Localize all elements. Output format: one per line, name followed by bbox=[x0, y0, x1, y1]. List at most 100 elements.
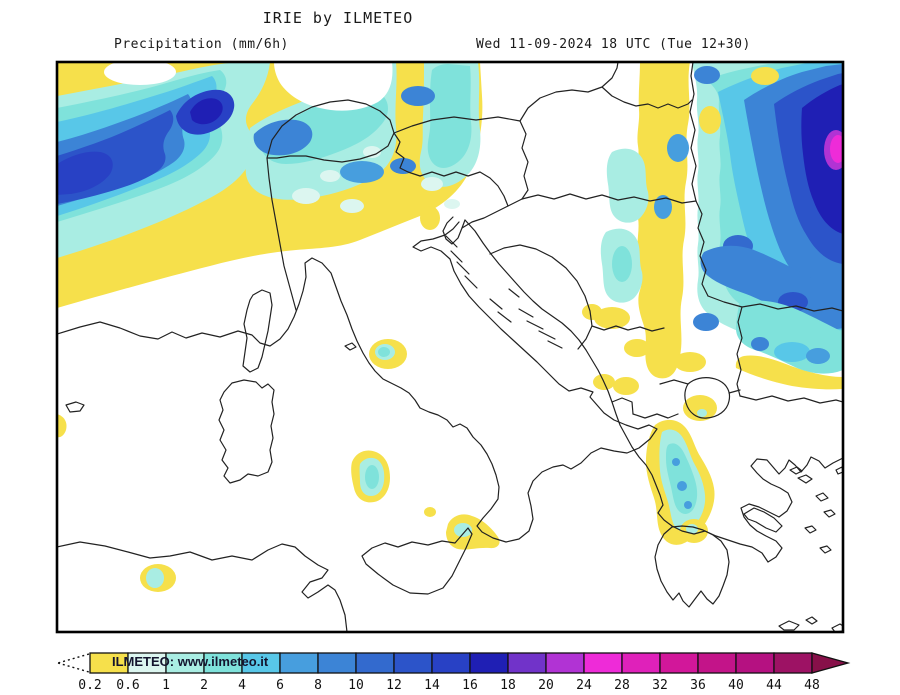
coastline-crete-islets bbox=[778, 620, 800, 631]
legend-tick-label: 18 bbox=[500, 678, 516, 693]
legend-cell-6 bbox=[317, 652, 357, 674]
border-albania-greece bbox=[632, 413, 679, 419]
islands-shape bbox=[450, 250, 463, 263]
coastline-italy-mainland bbox=[58, 221, 658, 543]
valid-time-label: Wed 11-09-2024 18 UTC (Tue 12+30) bbox=[476, 37, 751, 52]
islands-shape bbox=[526, 320, 544, 330]
border-serbia-east bbox=[591, 325, 665, 332]
map-frame bbox=[55, 60, 845, 634]
legend-tick-label: 8 bbox=[314, 678, 322, 693]
coastline-menorca bbox=[65, 401, 85, 413]
variable-label: Precipitation (mm/6h) bbox=[114, 37, 289, 52]
precip-italy-spots bbox=[58, 339, 500, 592]
coastline-corsica bbox=[242, 289, 273, 373]
precip-bulgaria-yellow-fringe bbox=[735, 355, 842, 390]
legend-cell-11 bbox=[507, 652, 547, 674]
precip-nw-system-shape bbox=[363, 146, 381, 158]
legend-tick-label: 16 bbox=[462, 678, 478, 693]
border-slovakia-hungary bbox=[601, 86, 693, 109]
border-bulgaria-greece bbox=[739, 395, 842, 404]
islands-shape bbox=[805, 616, 818, 625]
precip-east-system-shape bbox=[613, 377, 639, 395]
legend-tick-label: 36 bbox=[690, 678, 706, 693]
legend-tick-label: 44 bbox=[766, 678, 782, 693]
legend-tick-label: 0.2 bbox=[78, 678, 101, 693]
precip-gap-small bbox=[104, 63, 176, 85]
border-bosnia bbox=[489, 244, 593, 350]
precip-east-system-shape bbox=[612, 246, 632, 282]
precip-nw-system-shape bbox=[421, 177, 443, 191]
islands-shape bbox=[456, 261, 470, 275]
islands-shape bbox=[445, 235, 458, 248]
islands-shape bbox=[815, 492, 829, 502]
legend-cell-15 bbox=[659, 652, 699, 674]
precip-ne-sicily-yellow bbox=[446, 514, 500, 550]
precip-nealps-cyan-inner bbox=[427, 64, 472, 168]
precip-italy-spots-shape bbox=[146, 568, 164, 588]
page-title: IRIE by ILMETEO bbox=[262, 9, 414, 27]
precip-italy-spots-shape bbox=[378, 347, 390, 357]
precip-east-system-shape bbox=[774, 342, 810, 362]
precip-alps-blue-2 bbox=[340, 161, 384, 183]
islands-shape bbox=[835, 466, 842, 475]
islands-shape bbox=[464, 275, 478, 289]
border-slovenia-croatia bbox=[461, 198, 523, 229]
precip-trieste-yellow bbox=[420, 206, 440, 230]
border-serbia-macedonia bbox=[659, 379, 741, 394]
legend-cell-14 bbox=[621, 652, 661, 674]
islands-shape bbox=[804, 525, 817, 534]
legend-tick-label: 2 bbox=[200, 678, 208, 693]
legend-cell-8 bbox=[393, 652, 433, 674]
precip-italy-spots-shape bbox=[454, 523, 472, 537]
coastline-istria bbox=[442, 216, 466, 245]
legend-tick-label: 1 bbox=[162, 678, 170, 693]
islands-shape bbox=[819, 545, 832, 554]
precip-east-system-shape bbox=[594, 307, 630, 329]
legend-tick-label: 6 bbox=[276, 678, 284, 693]
legend-tick-label: 4 bbox=[238, 678, 246, 693]
legend-cell-13 bbox=[583, 652, 623, 674]
legend-below-min-upper bbox=[57, 653, 90, 664]
legend-overflow-arrow bbox=[811, 652, 851, 674]
border-hungary-south bbox=[521, 193, 697, 204]
precip-east-system-shape bbox=[697, 409, 707, 417]
islands-shape bbox=[518, 308, 534, 318]
precip-east-system-shape bbox=[751, 67, 779, 85]
precip-greece-band-shape bbox=[684, 501, 692, 509]
map-canvas bbox=[55, 60, 845, 634]
precip-nw-system-shape bbox=[292, 188, 320, 204]
coastline-peloponnese bbox=[654, 525, 730, 608]
border-france-italy bbox=[266, 157, 297, 311]
precip-greece-band-shape bbox=[677, 481, 687, 491]
precip-east-system-shape bbox=[674, 352, 706, 372]
legend: 0.2 0.6 1 2 4 6 8 10 12 14 16 18 20 24 28 32 36 40 44 48ILM… bbox=[57, 652, 851, 693]
legend-cell-5 bbox=[279, 652, 319, 674]
coastline-euboea bbox=[743, 507, 783, 533]
legend-tick-label: 28 bbox=[614, 678, 630, 693]
islands-shape bbox=[823, 509, 836, 518]
precip-alps-blue-4 bbox=[390, 158, 416, 174]
legend-tick-label: 0.6 bbox=[116, 678, 139, 693]
precip-nw-system-shape bbox=[320, 170, 340, 182]
border-austria-north bbox=[393, 116, 521, 134]
legend-cell-7 bbox=[355, 652, 395, 674]
precip-nw-system-shape bbox=[444, 199, 460, 209]
legend-tick-label: 10 bbox=[348, 678, 364, 693]
islands bbox=[445, 235, 842, 631]
border-hungary-romania bbox=[689, 63, 697, 202]
legend-tick-label: 24 bbox=[576, 678, 592, 693]
precip-nw-system bbox=[58, 63, 483, 308]
coastline-elba bbox=[344, 342, 357, 351]
precip-gap-large bbox=[274, 63, 393, 111]
islands-shape bbox=[547, 340, 563, 349]
border-austria-hungary bbox=[519, 120, 529, 200]
precip-greece-band-shape bbox=[672, 458, 680, 466]
islands-shape bbox=[538, 330, 556, 340]
border-switzerland bbox=[266, 99, 395, 163]
legend-tick-label: 40 bbox=[728, 678, 744, 693]
border-montenegro-albania bbox=[611, 397, 634, 415]
precip-east-system-shape bbox=[693, 313, 719, 331]
legend-cell-10 bbox=[469, 652, 509, 674]
legend-cell-18 bbox=[773, 652, 813, 674]
